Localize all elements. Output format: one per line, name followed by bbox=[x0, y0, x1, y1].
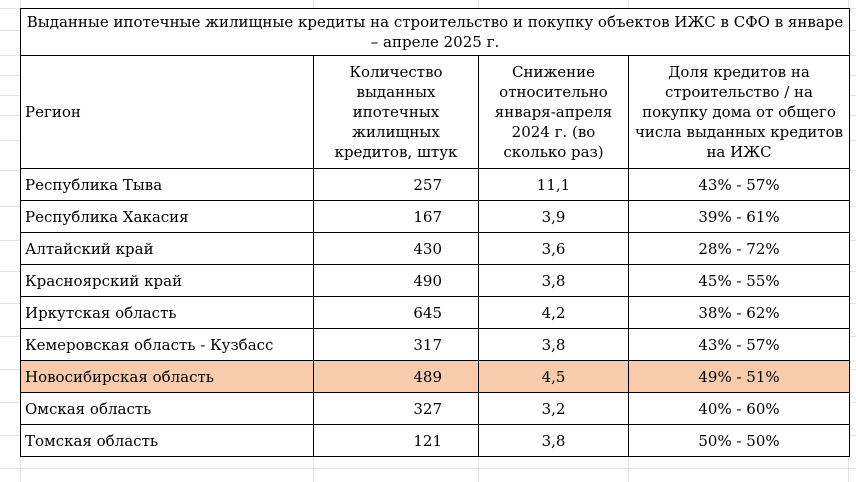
table-row: Красноярский край 490 3,8 45% - 55% bbox=[20, 264, 851, 297]
mortgage-table: Выданные ипотечные жилищные кредиты на с… bbox=[19, 8, 851, 457]
cell-share[interactable]: 39% - 61% bbox=[627, 200, 851, 233]
cell-region[interactable]: Кемеровская область - Кузбасс bbox=[20, 328, 314, 361]
cell-region[interactable]: Новосибирская область bbox=[20, 360, 314, 393]
cell-region[interactable]: Иркутская область bbox=[20, 296, 314, 329]
cell-decrease[interactable]: 3,2 bbox=[478, 392, 629, 425]
cell-share[interactable]: 28% - 72% bbox=[627, 232, 851, 265]
cell-share[interactable]: 45% - 55% bbox=[627, 264, 851, 297]
table-row: Омская область 327 3,2 40% - 60% bbox=[20, 392, 851, 425]
cell-region[interactable]: Алтайский край bbox=[20, 232, 314, 265]
table-title[interactable]: Выданные ипотечные жилищные кредиты на с… bbox=[19, 8, 851, 56]
cell-region[interactable]: Красноярский край bbox=[20, 264, 314, 297]
table-row: Иркутская область 645 4,2 38% - 62% bbox=[20, 296, 851, 329]
cell-region[interactable]: Омская область bbox=[20, 392, 314, 425]
cell-count[interactable]: 317 bbox=[313, 328, 479, 361]
cell-decrease[interactable]: 11,1 bbox=[478, 168, 629, 201]
header-share[interactable]: Доля кредитов на строительство / на поку… bbox=[627, 55, 851, 169]
table-row: Республика Тыва 257 11,1 43% - 57% bbox=[20, 168, 851, 201]
cell-share[interactable]: 43% - 57% bbox=[627, 328, 851, 361]
cell-count[interactable]: 489 bbox=[313, 360, 479, 393]
cell-decrease[interactable]: 3,8 bbox=[478, 328, 629, 361]
cell-decrease[interactable]: 3,8 bbox=[478, 424, 629, 457]
cell-decrease[interactable]: 3,8 bbox=[478, 264, 629, 297]
cell-decrease[interactable]: 4,5 bbox=[478, 360, 629, 393]
cell-region[interactable]: Республика Тыва bbox=[20, 168, 314, 201]
cell-count[interactable]: 167 bbox=[313, 200, 479, 233]
cell-decrease[interactable]: 3,6 bbox=[478, 232, 629, 265]
cell-count[interactable]: 121 bbox=[313, 424, 479, 457]
cell-share[interactable]: 40% - 60% bbox=[627, 392, 851, 425]
cell-count[interactable]: 257 bbox=[313, 168, 479, 201]
cell-count[interactable]: 490 bbox=[313, 264, 479, 297]
cell-share[interactable]: 38% - 62% bbox=[627, 296, 851, 329]
cell-count[interactable]: 645 bbox=[313, 296, 479, 329]
cell-decrease[interactable]: 4,2 bbox=[478, 296, 629, 329]
table-row: Республика Хакасия 167 3,9 39% - 61% bbox=[20, 200, 851, 233]
cell-share[interactable]: 50% - 50% bbox=[627, 424, 851, 457]
header-decrease[interactable]: Снижение относительно января-апреля 2024… bbox=[478, 55, 629, 169]
cell-count[interactable]: 327 bbox=[313, 392, 479, 425]
table-row: Алтайский край 430 3,6 28% - 72% bbox=[20, 232, 851, 265]
table-row-highlighted: Новосибирская область 489 4,5 49% - 51% bbox=[20, 360, 851, 393]
table-row: Кемеровская область - Кузбасс 317 3,8 43… bbox=[20, 328, 851, 361]
header-count[interactable]: Количество выданных ипотечных жилищных к… bbox=[313, 55, 479, 169]
header-row: Регион Количество выданных ипотечных жил… bbox=[20, 55, 851, 169]
cell-share[interactable]: 49% - 51% bbox=[627, 360, 851, 393]
table-row: Томская область 121 3,8 50% - 50% bbox=[20, 424, 851, 457]
header-region[interactable]: Регион bbox=[20, 55, 314, 169]
cell-decrease[interactable]: 3,9 bbox=[478, 200, 629, 233]
cell-region[interactable]: Республика Хакасия bbox=[20, 200, 314, 233]
cell-region[interactable]: Томская область bbox=[20, 424, 314, 457]
title-row: Выданные ипотечные жилищные кредиты на с… bbox=[19, 8, 851, 56]
cell-share[interactable]: 43% - 57% bbox=[627, 168, 851, 201]
cell-count[interactable]: 430 bbox=[313, 232, 479, 265]
